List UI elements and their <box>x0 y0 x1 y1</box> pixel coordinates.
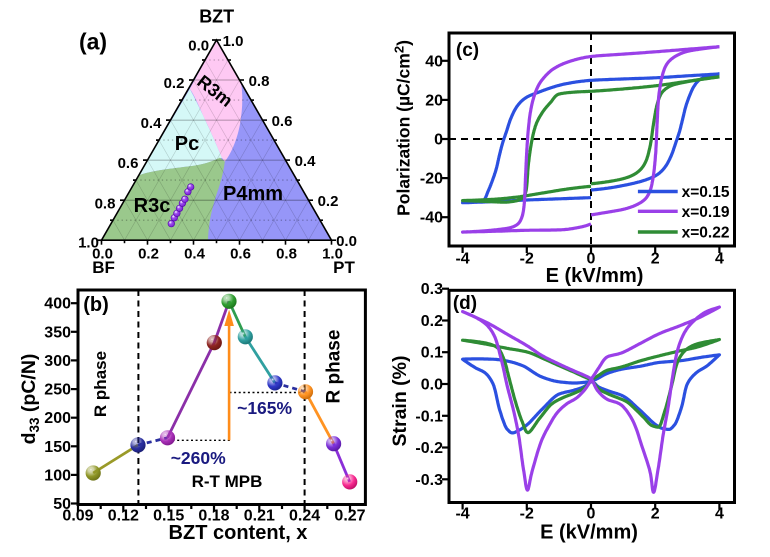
svg-text:x=0.19: x=0.19 <box>682 204 730 221</box>
svg-text:-2: -2 <box>520 506 534 523</box>
svg-text:0: 0 <box>434 132 443 149</box>
svg-text:20: 20 <box>425 92 443 109</box>
svg-text:0.0: 0.0 <box>421 377 443 394</box>
svg-text:0.6: 0.6 <box>118 155 139 172</box>
svg-text:E (kV/mm): E (kV/mm) <box>546 265 644 287</box>
svg-text:~165%: ~165% <box>237 398 292 418</box>
svg-text:x=0.22: x=0.22 <box>682 225 730 242</box>
svg-text:(c): (c) <box>456 40 479 61</box>
svg-text:x=0.15: x=0.15 <box>682 184 730 201</box>
svg-text:R-T MPB: R-T MPB <box>192 472 263 491</box>
svg-text:0.12: 0.12 <box>108 508 139 525</box>
svg-text:0.27: 0.27 <box>334 508 365 525</box>
svg-text:BZT content, x: BZT content, x <box>169 522 308 544</box>
svg-text:-2: -2 <box>520 251 534 268</box>
svg-text:0.4: 0.4 <box>295 153 317 170</box>
svg-text:300: 300 <box>44 353 71 370</box>
svg-text:0.8: 0.8 <box>95 195 116 212</box>
svg-text:0.2: 0.2 <box>421 313 443 330</box>
svg-text:-0.3: -0.3 <box>415 472 443 489</box>
svg-text:0.18: 0.18 <box>198 508 229 525</box>
svg-text:4: 4 <box>715 506 724 523</box>
svg-text:-4: -4 <box>455 251 469 268</box>
svg-text:1.0: 1.0 <box>322 246 343 263</box>
svg-text:-20: -20 <box>420 171 443 188</box>
svg-text:0.8: 0.8 <box>249 73 270 90</box>
svg-text:250: 250 <box>44 382 71 399</box>
svg-text:-4: -4 <box>455 506 469 523</box>
svg-text:0.1: 0.1 <box>421 345 443 362</box>
svg-text:(a): (a) <box>79 29 107 55</box>
svg-text:R phase: R phase <box>91 351 110 417</box>
svg-text:-0.1: -0.1 <box>415 408 443 425</box>
svg-text:0.4: 0.4 <box>141 115 163 132</box>
svg-text:BZT: BZT <box>199 7 234 27</box>
svg-text:0.15: 0.15 <box>153 508 184 525</box>
svg-text:Polarization (µC/cm2): Polarization (µC/cm2) <box>392 40 414 216</box>
svg-text:0.21: 0.21 <box>244 508 275 525</box>
svg-text:0.6: 0.6 <box>230 246 251 263</box>
svg-text:-40: -40 <box>420 210 443 227</box>
svg-text:0.2: 0.2 <box>318 193 339 210</box>
svg-text:0.8: 0.8 <box>276 246 297 263</box>
svg-text:50: 50 <box>53 496 71 513</box>
svg-text:2: 2 <box>651 251 660 268</box>
svg-text:0: 0 <box>587 251 596 268</box>
svg-text:0.09: 0.09 <box>62 508 93 525</box>
svg-text:BF: BF <box>92 258 115 277</box>
svg-text:1.0: 1.0 <box>223 33 244 50</box>
svg-text:0.0: 0.0 <box>92 246 113 263</box>
svg-text:0.0: 0.0 <box>188 38 209 55</box>
svg-text:R3c: R3c <box>134 195 171 217</box>
svg-text:P4mm: P4mm <box>223 183 283 205</box>
svg-text:2: 2 <box>651 506 660 523</box>
svg-text:0.0: 0.0 <box>336 233 357 250</box>
svg-text:PT: PT <box>333 258 355 277</box>
svg-text:Pc: Pc <box>175 133 199 155</box>
svg-text:0: 0 <box>587 506 596 523</box>
svg-text:4: 4 <box>715 251 724 268</box>
svg-text:-0.2: -0.2 <box>415 440 443 457</box>
svg-text:0.6: 0.6 <box>272 113 293 130</box>
svg-text:Strain (%): Strain (%) <box>389 355 411 446</box>
svg-text:400: 400 <box>44 296 71 313</box>
svg-text:0.3: 0.3 <box>421 281 443 298</box>
svg-text:0.24: 0.24 <box>289 508 320 525</box>
svg-text:0.4: 0.4 <box>184 246 206 263</box>
svg-text:R phase: R phase <box>324 330 345 404</box>
svg-text:40: 40 <box>425 53 443 70</box>
svg-text:150: 150 <box>44 439 71 456</box>
svg-text:(d): (d) <box>453 293 477 314</box>
svg-text:0.2: 0.2 <box>164 75 185 92</box>
svg-text:200: 200 <box>44 410 71 427</box>
svg-text:~260%: ~260% <box>171 448 226 468</box>
svg-text:1.0: 1.0 <box>78 235 99 252</box>
svg-text:E (kV/mm): E (kV/mm) <box>540 522 638 544</box>
svg-text:350: 350 <box>44 324 71 341</box>
svg-text:100: 100 <box>44 467 71 484</box>
svg-text:(b): (b) <box>83 294 109 316</box>
svg-text:d33 (pC/N): d33 (pC/N) <box>18 354 42 445</box>
svg-text:0.2: 0.2 <box>138 246 159 263</box>
